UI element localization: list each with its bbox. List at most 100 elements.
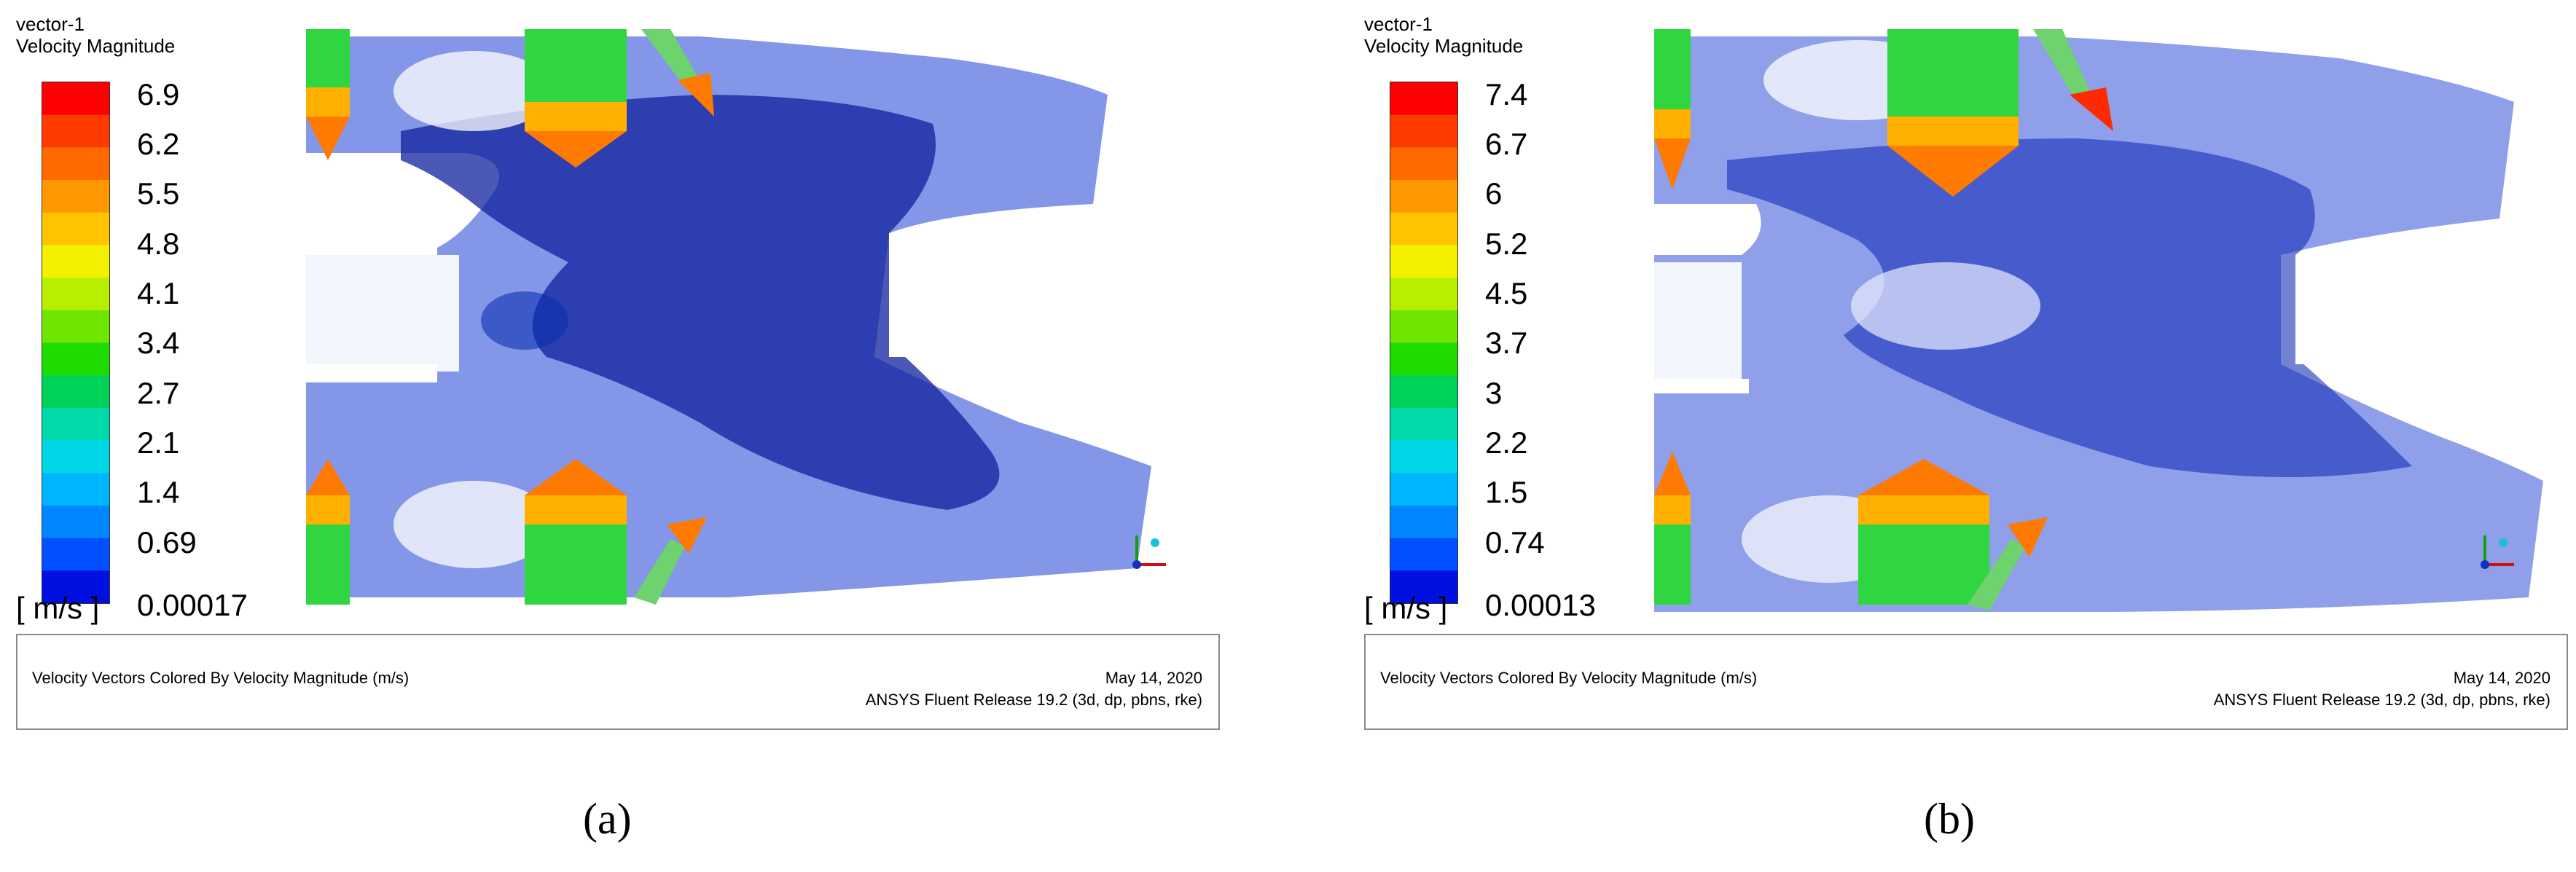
colorbar-band xyxy=(42,114,109,148)
inlet-arrows-top-mid xyxy=(525,29,627,168)
colorbar-tick: 5.2 xyxy=(1485,227,1528,261)
axis-triad-icon xyxy=(2481,535,2514,569)
inlet-arrows-bottom-mid xyxy=(525,459,627,605)
colorbar-band xyxy=(1390,180,1457,213)
colorbar-band xyxy=(42,147,109,181)
colorbar-tick: 6.9 xyxy=(137,77,180,111)
colorbar-tick: 0.00017 xyxy=(137,588,248,622)
colorbar-tick: 3.7 xyxy=(1485,326,1528,360)
colorbar-tick: 7.4 xyxy=(1485,77,1528,111)
colorbar-tick: 4.8 xyxy=(137,227,180,261)
inlet-arrows-top-left xyxy=(1654,29,1691,189)
colorbar-band xyxy=(1390,114,1457,148)
colorbar-band xyxy=(1390,505,1457,539)
colorbar-band xyxy=(1390,278,1457,311)
inlet-arrows-top-mid xyxy=(1887,29,2019,197)
colorbar-band xyxy=(42,570,109,603)
outlet-arrow-bottom xyxy=(1968,517,2048,610)
colorbar-band xyxy=(42,82,109,116)
inlet-arrows-bottom-left xyxy=(1654,452,1691,605)
colorbar-band xyxy=(1390,407,1457,441)
colorbar-band xyxy=(42,180,109,213)
outlet-arrow-bottom xyxy=(634,517,707,605)
colorbar-band xyxy=(42,342,109,376)
vortex-left xyxy=(481,291,568,350)
axis-triad-icon xyxy=(1132,535,1166,569)
colorbar-tick: 1.4 xyxy=(137,475,180,509)
velocity-vector-field xyxy=(1640,15,2572,612)
colorbar-tick: 4.5 xyxy=(1485,276,1528,310)
colorbar-tick: 2.1 xyxy=(137,425,180,460)
footer-box: Velocity Vectors Colored By Velocity Mag… xyxy=(16,634,1220,730)
colorbar xyxy=(42,82,110,604)
footer-date: May 14, 2020 xyxy=(1105,669,1202,687)
colorbar-tick: 6 xyxy=(1485,176,1503,211)
right-opening xyxy=(889,233,1195,357)
colorbar-tick: 6.7 xyxy=(1485,127,1528,161)
legend-title-line2: Velocity Magnitude xyxy=(16,35,176,57)
colorbar-band xyxy=(1390,570,1457,603)
colorbar-band xyxy=(1390,245,1457,278)
colorbar-band xyxy=(42,538,109,571)
colorbar-tick: 5.5 xyxy=(137,176,180,211)
footer-release: ANSYS Fluent Release 19.2 (3d, dp, pbns,… xyxy=(2213,691,2550,709)
colorbar-tick: 2.7 xyxy=(137,376,180,410)
colorbar-tick: 4.1 xyxy=(137,276,180,310)
colorbar-band xyxy=(1390,440,1457,474)
unit-label: [ m/s ] xyxy=(16,591,100,625)
colorbar-band xyxy=(42,440,109,474)
flow-core xyxy=(401,95,1000,510)
colorbar-band xyxy=(1390,342,1457,376)
left-opening xyxy=(1647,262,1742,379)
left-opening xyxy=(299,255,459,372)
subfigure-label: (b) xyxy=(1924,795,1975,843)
legend-title-line1: vector-1 xyxy=(16,13,85,35)
colorbar-tick: 6.2 xyxy=(137,127,180,161)
velocity-vector-field xyxy=(291,15,1224,612)
footer-date: May 14, 2020 xyxy=(2453,669,2550,687)
subfigure-label: (a) xyxy=(583,795,632,843)
right-opening xyxy=(2295,255,2572,364)
vortex-lower xyxy=(394,481,554,568)
footer-box: Velocity Vectors Colored By Velocity Mag… xyxy=(1364,634,2568,730)
colorbar-band xyxy=(42,310,109,343)
colorbar-band xyxy=(1390,82,1457,116)
flow-core xyxy=(1727,138,2412,477)
vortex-upper xyxy=(394,51,554,131)
colorbar-tick: 1.5 xyxy=(1485,475,1528,509)
colorbar-band xyxy=(1390,473,1457,506)
panel-a: vector-1 Velocity Magnitude 6.9 6.2 5.5 … xyxy=(0,0,1253,872)
inlet-arrows-bottom-left xyxy=(306,459,350,605)
legend-title-line1: vector-1 xyxy=(1364,13,1433,35)
colorbar-tick: 0.00013 xyxy=(1485,588,1596,622)
colorbar-tick: 2.2 xyxy=(1485,425,1528,460)
colorbar-band xyxy=(42,375,109,409)
legend-title: vector-1 Velocity Magnitude xyxy=(16,13,175,57)
colorbar-band xyxy=(42,278,109,311)
footer-release: ANSYS Fluent Release 19.2 (3d, dp, pbns,… xyxy=(865,691,1202,709)
colorbar-band xyxy=(1390,310,1457,343)
colorbar xyxy=(1390,82,1458,604)
colorbar-band xyxy=(1390,538,1457,571)
inlet-arrows-bottom-mid xyxy=(1858,459,1989,605)
panel-b: vector-1 Velocity Magnitude 7.4 6.7 6 5.… xyxy=(1348,0,2576,872)
colorbar-tick: 0.74 xyxy=(1485,525,1545,559)
vortex-center xyxy=(1851,262,2040,350)
colorbar-band xyxy=(42,245,109,278)
colorbar-band xyxy=(42,407,109,441)
colorbar-band xyxy=(1390,212,1457,246)
outlet-arrow-top xyxy=(641,29,714,117)
colorbar-band xyxy=(42,473,109,506)
colorbar-tick: 0.69 xyxy=(137,525,197,559)
colorbar-tick: 3.4 xyxy=(137,326,180,360)
outlet-arrow-top xyxy=(2033,29,2113,131)
footer-description: Velocity Vectors Colored By Velocity Mag… xyxy=(32,669,410,687)
legend-title: vector-1 Velocity Magnitude xyxy=(1364,13,1523,57)
colorbar-band xyxy=(42,505,109,539)
footer-description: Velocity Vectors Colored By Velocity Mag… xyxy=(1380,669,1758,687)
colorbar-tick: 3 xyxy=(1485,376,1503,410)
legend-title-line2: Velocity Magnitude xyxy=(1364,35,1524,57)
colorbar-band xyxy=(42,212,109,246)
inlet-arrows-top-left xyxy=(306,29,350,160)
colorbar-band xyxy=(1390,147,1457,181)
